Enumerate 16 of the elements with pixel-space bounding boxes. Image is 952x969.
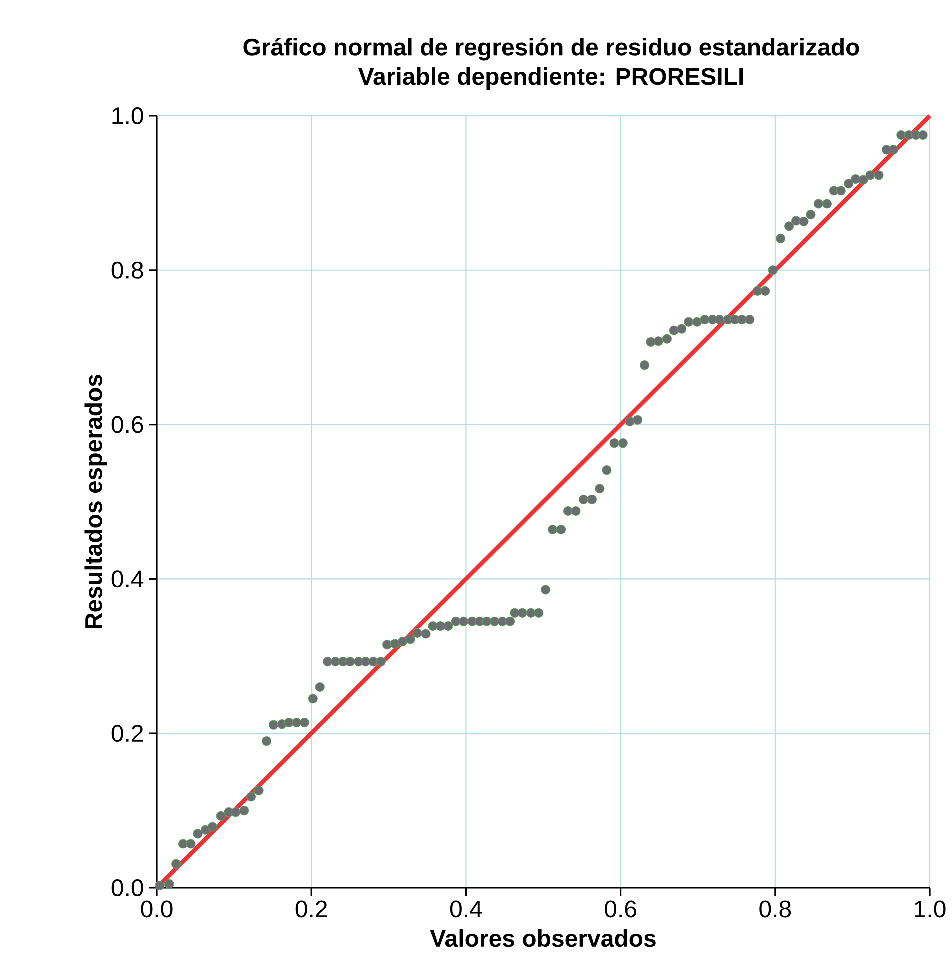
chart-subtitle: Variable dependiente: PRORESILI: [358, 68, 744, 90]
y-axis-title: Resultados esperados: [84, 374, 108, 628]
chart-title: Gráfico normal de regresión de residuo estandarizado: [244, 38, 860, 61]
y-tick-label: 0.0: [112, 879, 144, 896]
x-tick-label: 0.4: [450, 900, 482, 918]
y-tick-label: 0.4: [112, 570, 144, 588]
x-tick-label: 0.8: [760, 900, 792, 918]
y-tick-label: 1.0: [112, 107, 144, 124]
y-tick-label: 0.6: [112, 416, 144, 434]
x-tick-label: 0.2: [296, 900, 328, 918]
y-tick-label: 0.8: [112, 262, 144, 279]
x-tick-label: 0.6: [605, 900, 636, 918]
x-tick-label: 1.0: [915, 900, 946, 918]
x-axis-title: Valores observados: [430, 930, 656, 948]
x-tick-label: 0.0: [141, 900, 173, 918]
y-tick-label: 0.2: [112, 725, 144, 742]
